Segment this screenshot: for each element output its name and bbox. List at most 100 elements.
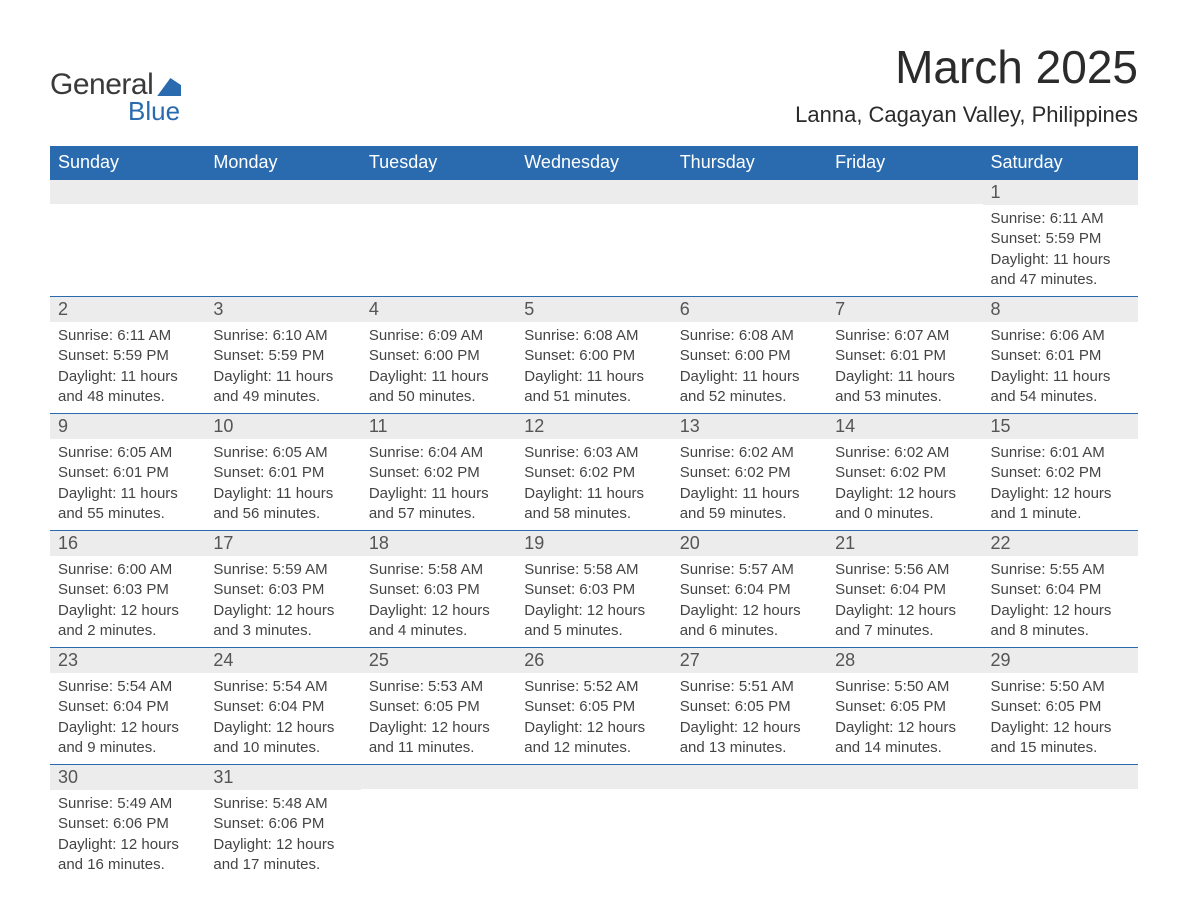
day-detail-line: Sunset: 6:02 PM [991, 463, 1130, 483]
day-details: Sunrise: 6:05 AMSunset: 6:01 PMDaylight:… [50, 439, 205, 530]
day-detail-line: Sunset: 6:03 PM [58, 580, 197, 600]
day-detail-line: Sunrise: 5:50 AM [991, 677, 1130, 697]
day-detail-line: Sunrise: 6:08 AM [680, 326, 819, 346]
day-detail-line: Sunrise: 6:05 AM [213, 443, 352, 463]
day-details: Sunrise: 6:07 AMSunset: 6:01 PMDaylight:… [827, 322, 982, 413]
weekday-header: Wednesday [516, 146, 671, 180]
day-detail-line: Sunrise: 6:02 AM [835, 443, 974, 463]
calendar-day-cell [50, 180, 205, 297]
day-detail-line: Sunrise: 5:53 AM [369, 677, 508, 697]
day-detail-line: Daylight: 12 hours and 17 minutes. [213, 835, 352, 876]
day-details: Sunrise: 5:54 AMSunset: 6:04 PMDaylight:… [205, 673, 360, 764]
calendar-week-row: 16Sunrise: 6:00 AMSunset: 6:03 PMDayligh… [50, 531, 1138, 648]
day-details: Sunrise: 6:08 AMSunset: 6:00 PMDaylight:… [516, 322, 671, 413]
day-detail-line: Sunset: 6:04 PM [835, 580, 974, 600]
day-details [516, 789, 671, 869]
day-details [205, 204, 360, 284]
day-detail-line: Sunset: 6:03 PM [524, 580, 663, 600]
day-number: 4 [361, 297, 516, 322]
day-detail-line: Sunset: 6:00 PM [680, 346, 819, 366]
day-details: Sunrise: 6:11 AMSunset: 5:59 PMDaylight:… [50, 322, 205, 413]
day-details: Sunrise: 5:50 AMSunset: 6:05 PMDaylight:… [983, 673, 1138, 764]
day-details [672, 204, 827, 284]
day-details [983, 789, 1138, 869]
day-number: 14 [827, 414, 982, 439]
calendar-table: SundayMondayTuesdayWednesdayThursdayFrid… [50, 146, 1138, 881]
calendar-day-cell: 14Sunrise: 6:02 AMSunset: 6:02 PMDayligh… [827, 414, 982, 531]
day-number: 11 [361, 414, 516, 439]
day-detail-line: Sunrise: 6:09 AM [369, 326, 508, 346]
day-details: Sunrise: 5:59 AMSunset: 6:03 PMDaylight:… [205, 556, 360, 647]
day-details [672, 789, 827, 869]
day-number: 8 [983, 297, 1138, 322]
calendar-day-cell: 17Sunrise: 5:59 AMSunset: 6:03 PMDayligh… [205, 531, 360, 648]
day-detail-line: Daylight: 11 hours and 47 minutes. [991, 250, 1130, 291]
day-number: 18 [361, 531, 516, 556]
calendar-day-cell: 6Sunrise: 6:08 AMSunset: 6:00 PMDaylight… [672, 297, 827, 414]
day-details: Sunrise: 5:51 AMSunset: 6:05 PMDaylight:… [672, 673, 827, 764]
day-details: Sunrise: 6:08 AMSunset: 6:00 PMDaylight:… [672, 322, 827, 413]
day-detail-line: Sunset: 6:03 PM [213, 580, 352, 600]
day-number: 16 [50, 531, 205, 556]
day-detail-line: Daylight: 11 hours and 55 minutes. [58, 484, 197, 525]
day-number: 12 [516, 414, 671, 439]
day-detail-line: Sunset: 6:06 PM [213, 814, 352, 834]
weekday-header: Thursday [672, 146, 827, 180]
calendar-day-cell: 22Sunrise: 5:55 AMSunset: 6:04 PMDayligh… [983, 531, 1138, 648]
day-detail-line: Sunrise: 6:00 AM [58, 560, 197, 580]
calendar-day-cell: 5Sunrise: 6:08 AMSunset: 6:00 PMDaylight… [516, 297, 671, 414]
calendar-day-cell [827, 180, 982, 297]
day-detail-line: Daylight: 11 hours and 53 minutes. [835, 367, 974, 408]
day-detail-line: Sunset: 6:01 PM [991, 346, 1130, 366]
calendar-header-row: SundayMondayTuesdayWednesdayThursdayFrid… [50, 146, 1138, 180]
day-detail-line: Sunset: 6:02 PM [524, 463, 663, 483]
calendar-day-cell: 30Sunrise: 5:49 AMSunset: 6:06 PMDayligh… [50, 765, 205, 882]
day-number: 20 [672, 531, 827, 556]
day-number: 17 [205, 531, 360, 556]
day-detail-line: Sunrise: 6:11 AM [58, 326, 197, 346]
day-number [827, 180, 982, 204]
calendar-day-cell: 11Sunrise: 6:04 AMSunset: 6:02 PMDayligh… [361, 414, 516, 531]
calendar-day-cell: 16Sunrise: 6:00 AMSunset: 6:03 PMDayligh… [50, 531, 205, 648]
page-header: General Blue March 2025 Lanna, Cagayan V… [50, 40, 1138, 128]
day-number [361, 180, 516, 204]
calendar-day-cell: 29Sunrise: 5:50 AMSunset: 6:05 PMDayligh… [983, 648, 1138, 765]
day-detail-line: Sunset: 6:02 PM [369, 463, 508, 483]
calendar-day-cell: 8Sunrise: 6:06 AMSunset: 6:01 PMDaylight… [983, 297, 1138, 414]
calendar-week-row: 9Sunrise: 6:05 AMSunset: 6:01 PMDaylight… [50, 414, 1138, 531]
calendar-week-row: 1Sunrise: 6:11 AMSunset: 5:59 PMDaylight… [50, 180, 1138, 297]
day-details: Sunrise: 6:06 AMSunset: 6:01 PMDaylight:… [983, 322, 1138, 413]
day-number: 21 [827, 531, 982, 556]
calendar-day-cell [361, 180, 516, 297]
day-detail-line: Daylight: 12 hours and 13 minutes. [680, 718, 819, 759]
day-detail-line: Sunrise: 5:48 AM [213, 794, 352, 814]
calendar-day-cell: 31 Sunrise: 5:48 AMSunset: 6:06 PMDayligh… [205, 765, 360, 882]
day-detail-line: Sunset: 6:05 PM [835, 697, 974, 717]
title-block: March 2025 Lanna, Cagayan Valley, Philip… [795, 40, 1138, 128]
calendar-day-cell: 26Sunrise: 5:52 AMSunset: 6:05 PMDayligh… [516, 648, 671, 765]
day-detail-line: Daylight: 11 hours and 54 minutes. [991, 367, 1130, 408]
day-detail-line: Sunset: 6:05 PM [369, 697, 508, 717]
day-number: 30 [50, 765, 205, 790]
calendar-day-cell: 12Sunrise: 6:03 AMSunset: 6:02 PMDayligh… [516, 414, 671, 531]
day-details: Sunrise: 6:02 AMSunset: 6:02 PMDaylight:… [827, 439, 982, 530]
day-detail-line: Daylight: 11 hours and 58 minutes. [524, 484, 663, 525]
day-number: 31 [205, 765, 360, 790]
day-detail-line: Sunset: 6:00 PM [369, 346, 508, 366]
day-detail-line: Daylight: 12 hours and 14 minutes. [835, 718, 974, 759]
day-details: Sunrise: 6:00 AMSunset: 6:03 PMDaylight:… [50, 556, 205, 647]
day-detail-line: Sunrise: 5:54 AM [213, 677, 352, 697]
weekday-header: Sunday [50, 146, 205, 180]
day-details: Sunrise: 6:03 AMSunset: 6:02 PMDaylight:… [516, 439, 671, 530]
weekday-header: Saturday [983, 146, 1138, 180]
day-number: 1 [983, 180, 1138, 205]
day-detail-line: Daylight: 11 hours and 49 minutes. [213, 367, 352, 408]
day-detail-line: Daylight: 12 hours and 12 minutes. [524, 718, 663, 759]
day-number [205, 180, 360, 204]
day-details: Sunrise: 5:58 AMSunset: 6:03 PMDaylight:… [516, 556, 671, 647]
day-detail-line: Sunset: 6:04 PM [58, 697, 197, 717]
day-number: 3 [205, 297, 360, 322]
day-detail-line: Daylight: 12 hours and 8 minutes. [991, 601, 1130, 642]
day-detail-line: Sunset: 6:04 PM [991, 580, 1130, 600]
calendar-day-cell [516, 765, 671, 882]
